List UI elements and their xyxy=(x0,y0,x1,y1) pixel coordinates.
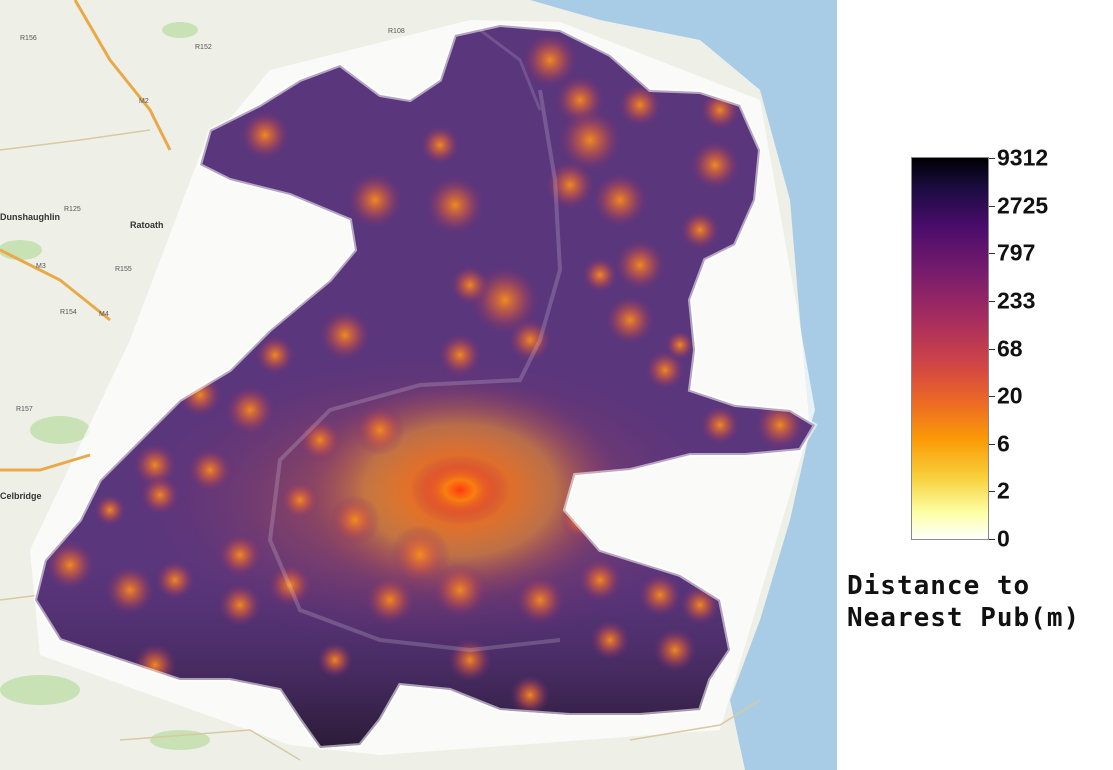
map-view[interactable]: Dunshaughlin Ratoath Celbridge R156 R152… xyxy=(0,0,837,770)
colorbar-tick-mark xyxy=(989,206,995,207)
colorbar-tick-mark xyxy=(989,396,995,397)
colorbar-tick-mark xyxy=(989,301,995,302)
colorbar-tick-label: 233 xyxy=(997,287,1036,314)
colorbar-tick-mark xyxy=(989,158,995,159)
colorbar-tick-label: 2 xyxy=(997,477,1010,504)
road-label: M2 xyxy=(139,98,149,105)
distance-heatmap xyxy=(35,25,815,748)
colorbar-tick-label: 797 xyxy=(997,239,1036,266)
place-label-ratoath: Ratoath xyxy=(130,220,164,230)
place-label-dunshaughlin: Dunshaughlin xyxy=(0,212,60,222)
road-label: R152 xyxy=(195,44,212,51)
colorbar-tick-label: 20 xyxy=(997,382,1023,409)
colorbar-tick-label: 0 xyxy=(997,525,1010,552)
colorbar xyxy=(911,157,989,540)
colorbar-tick-mark xyxy=(989,349,995,350)
place-label-celbridge: Celbridge xyxy=(0,491,42,501)
colorbar-tick-label: 68 xyxy=(997,335,1023,362)
road-label: R155 xyxy=(115,266,132,273)
road-label: R125 xyxy=(64,206,81,213)
road-label: M3 xyxy=(36,263,46,270)
road-label: M4 xyxy=(99,311,109,318)
road-label: R157 xyxy=(16,406,33,413)
legend-title: Distance to Nearest Pub(m) xyxy=(847,570,1113,634)
road-label: R154 xyxy=(60,309,77,316)
road-label: R108 xyxy=(388,28,405,35)
legend-title-line2: Nearest Pub(m) xyxy=(847,603,1081,633)
colorbar-tick-mark xyxy=(989,539,995,540)
colorbar-tick-label: 6 xyxy=(997,430,1010,457)
colorbar-tick-mark xyxy=(989,253,995,254)
colorbar-tick-mark xyxy=(989,444,995,445)
heatmap-svg xyxy=(0,0,837,770)
legend-title-line1: Distance to xyxy=(847,571,1031,601)
colorbar-tick-mark xyxy=(989,491,995,492)
colorbar-tick-label: 2725 xyxy=(997,192,1049,219)
colorbar-tick-label: 9312 xyxy=(997,144,1049,171)
road-label: R156 xyxy=(20,35,37,42)
